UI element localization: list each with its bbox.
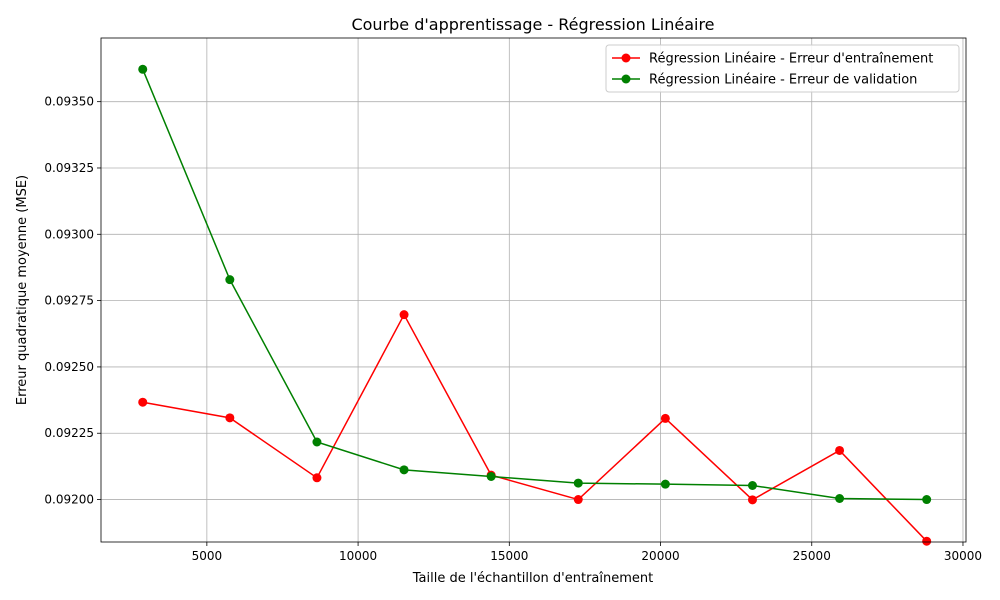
y-tick-label: 0.09225 — [44, 426, 94, 440]
legend-marker-1 — [621, 53, 631, 63]
y-tick-label: 0.09350 — [44, 95, 94, 109]
y-axis-label: Erreur quadratique moyenne (MSE) — [15, 175, 30, 405]
series-1-point — [312, 473, 322, 483]
series-2-point — [660, 479, 670, 489]
series-line-1 — [142, 313, 928, 542]
plot-area: 5000 10000 15000 20000 25000 30000 0.09200 0.09… — [44, 37, 982, 563]
y-tick-label: 0.09325 — [44, 161, 94, 175]
series-1-point — [660, 413, 670, 423]
y-tick-label: 0.09200 — [44, 493, 94, 507]
x-tick-label: 5000 — [192, 549, 223, 563]
series-2-point — [747, 480, 757, 490]
x-axis-label: Taille de l'échantillon d'entraînement — [412, 571, 653, 586]
y-tick-label: 0.09275 — [44, 294, 94, 308]
y-tick-label: 0.09300 — [44, 227, 94, 241]
x-tick-label: 25000 — [793, 549, 831, 563]
x-tick-label: 15000 — [490, 549, 528, 563]
series-2-point — [486, 471, 496, 481]
series-2-point — [922, 495, 932, 505]
legend-label-2: Régression Linéaire - Erreur de validati… — [649, 73, 917, 88]
legend-box — [605, 44, 960, 93]
legend: Régression Linéaire - Erreur d'entraînem… — [605, 44, 960, 93]
series-1-point — [399, 310, 409, 320]
series-1-point — [573, 495, 583, 505]
series-1-point — [225, 413, 235, 423]
series-2-point — [399, 465, 409, 475]
y-tick-label: 0.09250 — [44, 360, 94, 374]
series-1-point — [835, 445, 845, 455]
series-1-point — [922, 536, 932, 546]
legend-label-1: Régression Linéaire - Erreur d'entraînem… — [649, 52, 933, 67]
x-tick-label: 10000 — [339, 549, 377, 563]
x-tick-label: 20000 — [641, 549, 679, 563]
series-line-2 — [142, 69, 927, 501]
series-2-point — [312, 437, 322, 447]
series-2-point — [835, 493, 845, 503]
series-1-point — [747, 495, 757, 505]
series-2-point — [138, 64, 148, 74]
series-2-point — [225, 275, 235, 285]
chart-title: Courbe d'apprentissage - Régression Liné… — [351, 15, 714, 34]
series-1-point — [138, 397, 148, 407]
axes-frame — [100, 37, 967, 543]
series-2-point — [573, 478, 583, 488]
legend-marker-2 — [621, 74, 631, 84]
x-tick-label: 30000 — [944, 549, 982, 563]
